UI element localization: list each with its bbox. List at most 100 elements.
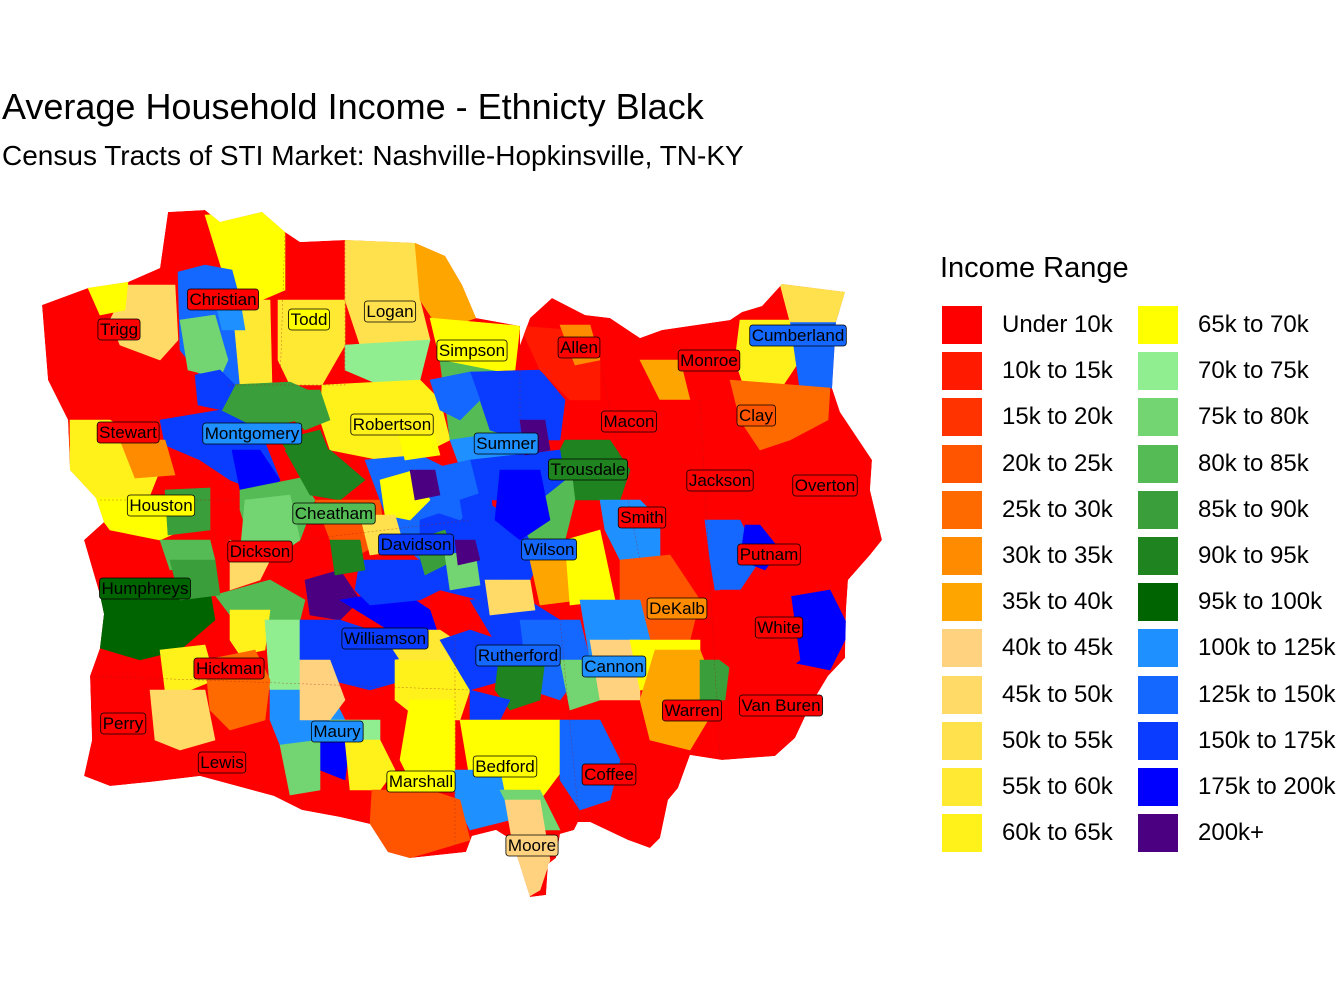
legend-columns: Under 10k 10k to 15k 15k to 20k 20k to 25k 2…	[940, 302, 1335, 856]
county-label-logan: Logan	[363, 300, 417, 323]
county-label-box	[386, 770, 456, 793]
county-label-text: Rutherford	[478, 646, 558, 665]
county-label-box	[475, 644, 561, 667]
legend-label: 30k to 35k	[1002, 542, 1113, 570]
choropleth-map: Christian Trigg Todd Logan Simpson Allen Monro…	[42, 210, 882, 897]
county-label-text: Logan	[366, 302, 413, 321]
county-labels: Christian Trigg Todd Logan Simpson Allen Monro…	[96, 288, 858, 857]
tract-region	[494, 469, 551, 541]
county-label-text: Todd	[291, 310, 328, 329]
legend-label: 20k to 25k	[1002, 449, 1113, 477]
legend-swatch	[940, 719, 984, 762]
legend-item: 125k to 150k	[1136, 672, 1335, 718]
legend-item: 70k to 75k	[1136, 348, 1335, 394]
county-label-allen: Allen	[557, 336, 601, 359]
legend-swatch	[1136, 304, 1180, 347]
legend-label: 50k to 55k	[1002, 726, 1113, 754]
county-label-stewart: Stewart	[96, 421, 160, 444]
legend-label: 95k to 100k	[1198, 588, 1323, 616]
county-label-box	[521, 538, 577, 561]
legend-swatch	[1136, 765, 1180, 808]
legend-label: 90k to 95k	[1198, 542, 1309, 570]
tract-region	[454, 539, 481, 566]
county-label-box	[548, 458, 628, 481]
county-label-box	[737, 543, 801, 566]
county-label-text: Sumner	[476, 434, 536, 453]
legend-item: 80k to 85k	[1136, 441, 1335, 487]
legend-swatch	[1136, 396, 1180, 439]
map-subtitle: Census Tracts of STI Market: Nashville-H…	[2, 140, 744, 171]
county-label-clay: Clay	[736, 404, 776, 427]
county-label-box	[350, 413, 434, 436]
legend: Income Range Under 10k 10k to 15k 15k to 2…	[940, 252, 1335, 856]
county-label-text: Cheatham	[295, 504, 373, 523]
county-label-coffee: Coffee	[581, 763, 637, 786]
county-label-text: Christian	[189, 290, 256, 309]
county-label-text: Dickson	[230, 542, 290, 561]
county-label-overton: Overton	[792, 474, 858, 497]
legend-item: 30k to 35k	[940, 533, 1136, 579]
county-label-dekalb: DeKalb	[646, 597, 708, 620]
county-label-text: Montgomery	[205, 424, 300, 443]
legend-swatch	[1136, 442, 1180, 485]
county-label-text: Perry	[103, 714, 144, 733]
county-label-box	[686, 469, 754, 492]
county-label-box	[96, 421, 160, 444]
tract-region	[304, 569, 361, 621]
legend-label: 10k to 15k	[1002, 357, 1113, 385]
county-label-trousdale: Trousdale	[548, 458, 628, 481]
county-label-text: Hickman	[196, 659, 262, 678]
county-label-box	[227, 540, 293, 563]
tract-region	[354, 559, 441, 606]
legend-swatch	[940, 396, 984, 439]
legend-item: 20k to 25k	[940, 441, 1136, 487]
county-label-cheatham: Cheatham	[292, 502, 376, 525]
legend-item: 95k to 100k	[1136, 579, 1335, 625]
county-label-text: Houston	[129, 496, 192, 515]
tract-region	[279, 739, 321, 796]
legend-swatch	[940, 488, 984, 531]
county-label-trigg: Trigg	[97, 318, 141, 341]
tract-region	[429, 371, 481, 421]
tract-region	[484, 539, 531, 581]
legend-item: 65k to 70k	[1136, 302, 1335, 348]
county-label-box	[341, 627, 429, 650]
county-label-text: Trigg	[100, 320, 138, 339]
county-label-box	[126, 494, 196, 517]
legend-swatch	[1136, 581, 1180, 624]
county-label-jackson: Jackson	[686, 469, 754, 492]
county-label-text: Allen	[560, 338, 598, 357]
map-title: Average Household Income - Ethnicty Blac…	[2, 86, 704, 127]
legend-item: 10k to 15k	[940, 348, 1136, 394]
county-label-text: Coffee	[584, 765, 634, 784]
legend-item: 90k to 95k	[1136, 533, 1335, 579]
county-label-box	[505, 834, 559, 857]
county-label-white: White	[754, 616, 804, 639]
county-label-text: Maury	[313, 722, 361, 741]
county-label-wilson: Wilson	[521, 538, 577, 561]
county-label-text: Marshall	[389, 772, 453, 791]
legend-column-2: 65k to 70k 70k to 75k 75k to 80k 80k to 85k…	[1136, 302, 1335, 856]
county-label-box	[754, 616, 804, 639]
legend-item: 60k to 65k	[940, 810, 1136, 856]
county-label-box	[197, 751, 247, 774]
county-label-simpson: Simpson	[436, 339, 508, 362]
legend-label: 150k to 175k	[1198, 726, 1336, 754]
county-label-text: Williamson	[344, 629, 426, 648]
county-label-text: Cumberland	[752, 326, 845, 345]
legend-label: 125k to 150k	[1198, 680, 1336, 708]
county-label-text: Robertson	[353, 415, 431, 434]
county-label-dickson: Dickson	[227, 540, 293, 563]
county-label-box	[749, 324, 847, 347]
tract-region	[699, 659, 731, 701]
legend-label: 65k to 70k	[1198, 311, 1309, 339]
county-label-text: Cannon	[584, 657, 644, 676]
county-boundary	[279, 231, 286, 386]
county-label-cannon: Cannon	[581, 655, 647, 678]
county-label-box	[288, 308, 330, 331]
tract-region	[179, 314, 229, 379]
county-label-text: Warren	[664, 701, 719, 720]
county-label-text: Smith	[620, 508, 663, 527]
county-label-text: Stewart	[99, 423, 157, 442]
legend-swatch	[1136, 488, 1180, 531]
